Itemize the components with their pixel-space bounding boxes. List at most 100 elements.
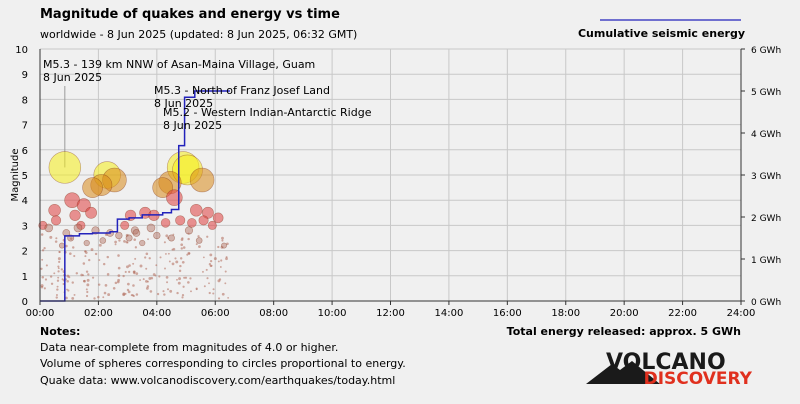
minor-quake-dot <box>58 250 61 254</box>
minor-quake-dot <box>125 233 129 237</box>
minor-quake-dot <box>175 260 179 264</box>
minor-quake-dot <box>98 243 102 247</box>
quake-circle <box>166 189 183 206</box>
minor-quake-dot <box>217 297 221 300</box>
minor-quake-dot <box>163 241 166 244</box>
quake-circle <box>207 220 217 230</box>
minor-quake-dot <box>168 260 171 263</box>
quake-circle <box>152 177 174 198</box>
minor-quake-dot <box>133 238 137 241</box>
quake-circle <box>99 237 107 244</box>
quake-circle <box>69 209 81 221</box>
quake-circle <box>51 215 62 226</box>
minor-quake-dot <box>139 279 142 282</box>
minor-quake-dot <box>171 262 175 266</box>
minor-quake-dot <box>206 277 209 280</box>
minor-quake-dot <box>135 293 139 296</box>
x-tick-label: 12:00 <box>376 308 405 319</box>
minor-quake-dot <box>220 245 224 249</box>
minor-quake-dot <box>176 291 179 295</box>
minor-quake-dot <box>103 291 107 295</box>
minor-quake-dot <box>217 245 220 249</box>
minor-quake-dot <box>50 282 54 285</box>
minor-quake-dot <box>57 276 60 279</box>
note-line: Data near-complete from magnitudes of 4.… <box>40 341 338 354</box>
minor-quake-dot <box>187 237 190 241</box>
minor-quake-dot <box>65 244 68 248</box>
minor-quake-dot <box>172 247 176 251</box>
minor-quake-dot <box>217 260 220 263</box>
minor-quake-dot <box>145 252 149 256</box>
minor-quake-dot <box>114 243 117 246</box>
quake-circle <box>212 212 224 224</box>
total-energy-label: Total energy released: approx. 5 GWh <box>507 325 741 338</box>
legend-label: Cumulative seismic energy <box>578 27 745 40</box>
minor-quake-dot <box>41 258 44 261</box>
y2-tick-label: 1 GWh <box>751 256 781 266</box>
minor-quake-dot <box>49 275 53 278</box>
minor-quake-dot <box>189 277 192 280</box>
annotation-title: M5.3 - North of Franz Josef Land <box>154 84 330 97</box>
minor-quake-dot <box>210 264 213 267</box>
minor-quake-dot <box>134 246 138 249</box>
volcano-mountain-icon <box>586 361 660 384</box>
x-tick-label: 22:00 <box>668 308 697 319</box>
minor-quake-dot <box>225 257 228 261</box>
minor-quake-dot <box>187 232 190 235</box>
minor-quake-dot <box>203 285 206 288</box>
cumulative-energy-line <box>40 90 230 302</box>
quake-circle <box>189 204 203 217</box>
minor-quake-dot <box>198 245 201 249</box>
minor-quake-dot <box>182 246 186 249</box>
minor-quake-dot <box>98 259 101 261</box>
minor-quake-dot <box>114 240 117 244</box>
quake-circle <box>38 220 48 230</box>
minor-quake-dot <box>149 290 153 293</box>
minor-quake-dot <box>94 252 98 256</box>
minor-quake-dot <box>73 293 76 296</box>
minor-quake-dot <box>58 260 61 263</box>
minor-quake-dot <box>208 282 210 285</box>
quake-circle <box>73 223 83 233</box>
quake-circle <box>120 220 130 230</box>
x-tick-label: 18:00 <box>551 308 580 319</box>
quake-circle <box>153 231 161 240</box>
minor-quake-dot <box>212 292 215 295</box>
minor-quake-dot <box>118 239 121 242</box>
volcano-discovery-logo[interactable]: VOLCANO DISCOVERY <box>586 350 753 389</box>
quake-circle <box>175 215 186 226</box>
minor-quake-dot <box>225 256 228 259</box>
minor-quake-dot <box>145 267 148 270</box>
minor-quake-dot <box>56 288 59 291</box>
quake-circle <box>160 218 171 228</box>
minor-quake-dot <box>217 279 221 283</box>
x-tick-label: 10:00 <box>318 308 347 319</box>
annotations: M5.3 - 139 km NNW of Asan-Maina Village,… <box>43 58 372 132</box>
minor-quake-dot <box>135 272 139 276</box>
logo-discovery-text: DISCOVERY <box>644 369 753 389</box>
minor-quake-dot <box>159 256 162 259</box>
minor-quake-dot <box>163 293 166 296</box>
minor-quake-dot <box>82 274 85 277</box>
minor-quake-dot <box>126 282 130 286</box>
minor-quake-dot <box>187 251 191 255</box>
minor-quake-dot <box>146 280 149 283</box>
minor-quake-dot <box>190 290 192 293</box>
minor-quake-dot <box>128 264 131 267</box>
minor-quake-dot <box>122 274 125 278</box>
quake-circle <box>115 231 123 240</box>
minor-quake-dot <box>40 267 43 270</box>
minor-quake-dot <box>86 283 90 287</box>
minor-quake-dot <box>71 281 74 284</box>
minor-quake-dot <box>122 293 126 297</box>
minor-quake-dot <box>166 237 170 240</box>
minor-quake-dot <box>85 294 89 298</box>
minor-quake-dot <box>65 296 68 300</box>
minor-quake-dot <box>180 238 184 242</box>
minor-quake-dot <box>176 278 178 281</box>
minor-quake-dot <box>57 257 61 261</box>
chart-title: Magnitude of quakes and energy vs time <box>40 7 340 22</box>
y-tick-label: 10 <box>15 45 28 56</box>
